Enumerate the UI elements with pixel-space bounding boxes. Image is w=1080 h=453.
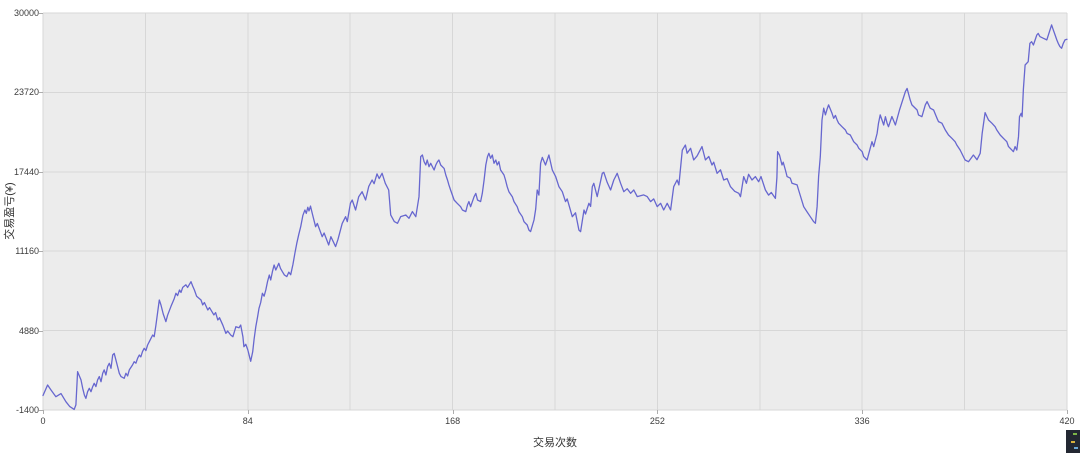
y-axis-title: 交易盈亏(¥)	[4, 182, 16, 240]
y-tick-label: 11160	[15, 246, 39, 257]
background-window-fragment	[1066, 430, 1080, 453]
x-tick-label: 168	[445, 416, 461, 426]
y-tick-label: 23720	[13, 87, 39, 98]
x-tick-mark	[43, 410, 44, 414]
x-tick-mark	[862, 410, 864, 414]
y-tick-mark	[39, 13, 43, 14]
x-tick-label: 84	[242, 416, 253, 426]
plot-area	[42, 12, 1068, 411]
x-axis-title: 交易次数	[533, 437, 577, 449]
gridlines	[42, 12, 1068, 411]
y-tick-mark	[39, 251, 43, 253]
y-tick-mark	[39, 410, 43, 411]
chart-canvas	[42, 12, 1068, 411]
x-tick-mark	[1067, 410, 1068, 414]
x-tick-label: 0	[40, 416, 46, 426]
window-fragment-blue-speck	[1074, 447, 1078, 449]
window-fragment-green-speck	[1073, 433, 1077, 435]
x-tick-mark	[247, 410, 249, 414]
x-tick-label: 252	[649, 416, 665, 426]
y-tick-mark	[39, 330, 43, 332]
y-tick-mark	[39, 171, 43, 173]
y-tick-label: -1400	[15, 405, 39, 415]
x-tick-mark	[657, 410, 659, 414]
x-tick-mark	[452, 410, 454, 414]
y-tick-label: 30000	[13, 8, 39, 18]
x-tick-label: 420	[1059, 416, 1075, 426]
pnl-series-line	[42, 24, 1068, 411]
x-tick-label: 336	[854, 416, 870, 426]
y-tick-label: 4880	[18, 325, 39, 336]
y-tick-label: 17440	[13, 166, 39, 177]
y-tick-mark	[39, 92, 43, 94]
window-fragment-yellow-speck	[1071, 441, 1075, 443]
